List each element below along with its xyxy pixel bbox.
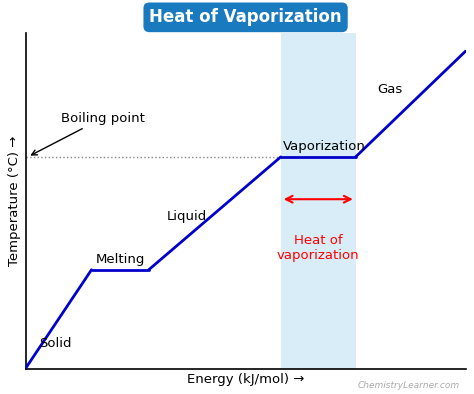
Title: Heat of Vaporization: Heat of Vaporization (149, 8, 342, 26)
Text: Solid: Solid (39, 337, 71, 350)
Text: Melting: Melting (96, 253, 146, 266)
Text: Vaporization: Vaporization (283, 140, 366, 153)
Text: Boiling point: Boiling point (32, 112, 145, 155)
Y-axis label: Temperature (°C) →: Temperature (°C) → (9, 136, 21, 266)
Bar (281, 33, 356, 368)
Text: ChemistryLearner.com: ChemistryLearner.com (358, 381, 460, 390)
X-axis label: Energy (kJ/mol) →: Energy (kJ/mol) → (187, 373, 304, 386)
Text: Heat of
vaporization: Heat of vaporization (277, 234, 359, 262)
Text: Liquid: Liquid (166, 210, 207, 223)
Text: Gas: Gas (378, 84, 403, 97)
